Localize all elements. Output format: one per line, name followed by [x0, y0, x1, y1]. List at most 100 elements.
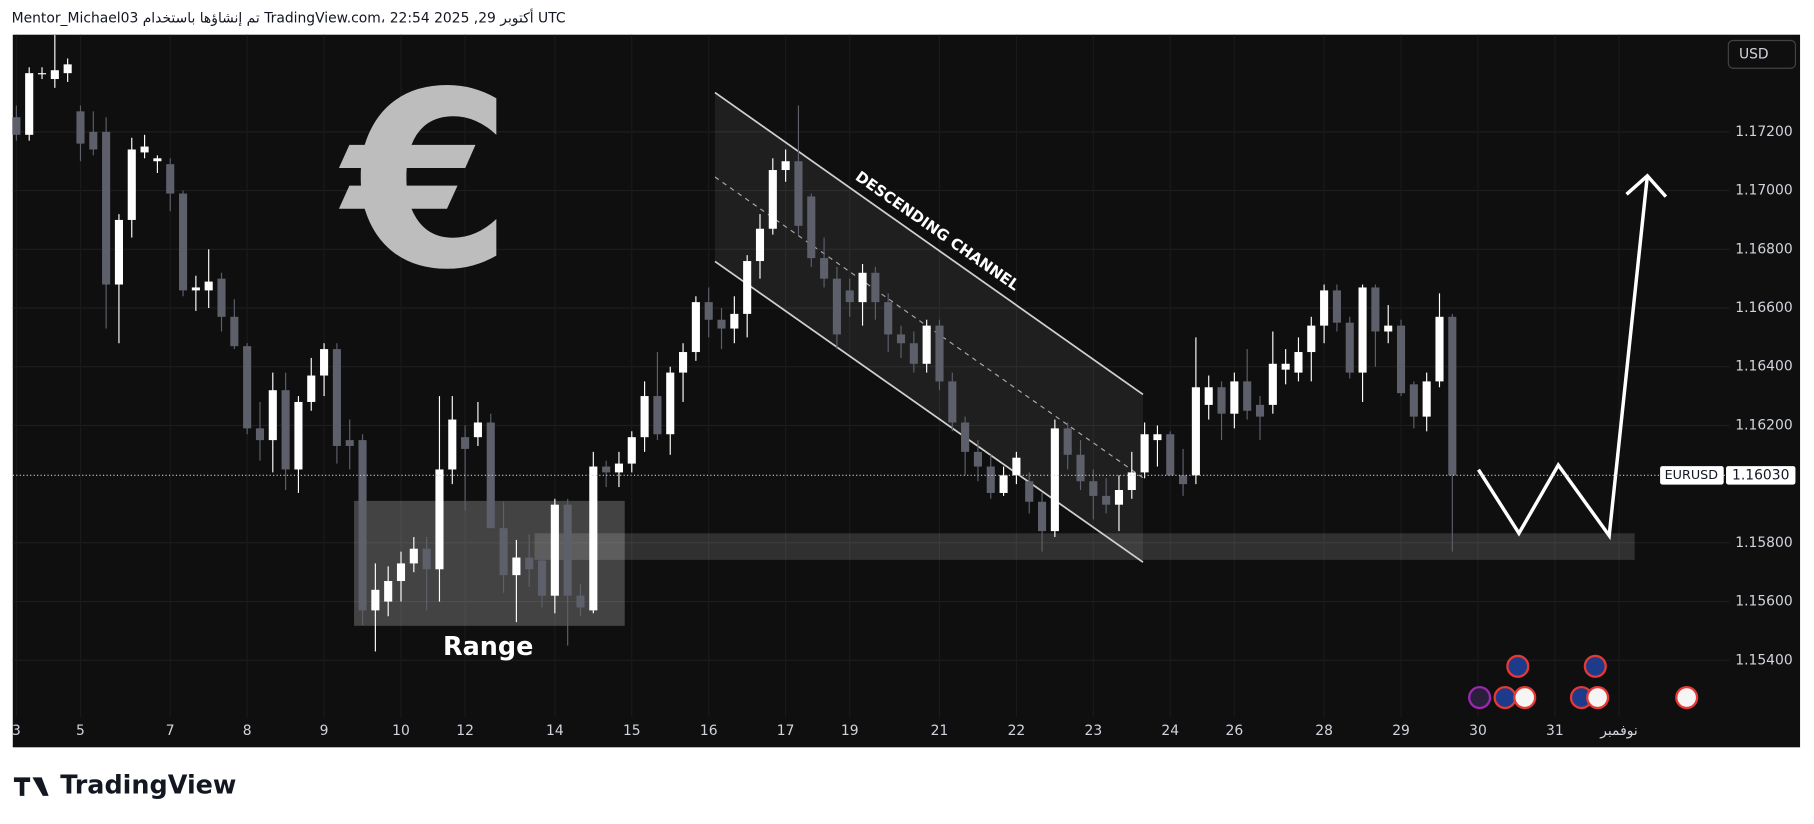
candle-body — [1063, 428, 1072, 455]
candle-body — [332, 349, 341, 446]
candle-body — [435, 469, 444, 570]
candle-body — [396, 563, 406, 582]
header-text: Mentor_Michael03 تم إنشاؤها باستخدام Tra… — [12, 9, 566, 27]
x-tick-label: 17 — [777, 723, 795, 739]
candle-body — [307, 375, 316, 402]
candle-body — [1448, 316, 1457, 476]
candle-body — [1076, 454, 1085, 482]
candle-body — [345, 440, 354, 446]
candle-body — [63, 64, 72, 74]
candle-body — [50, 70, 59, 80]
candle-body — [1230, 381, 1239, 414]
candle-body — [627, 437, 636, 464]
x-tick-label: 30 — [1469, 723, 1487, 739]
candle-body — [204, 281, 213, 291]
candle-body — [461, 437, 470, 449]
candle-body — [1025, 481, 1034, 502]
candle-body — [679, 352, 688, 373]
candle-body — [25, 73, 34, 135]
candle-body — [1320, 290, 1329, 326]
y-tick-label: 1.17000 — [1735, 183, 1792, 199]
footer-logo: TradingView — [60, 770, 236, 800]
candle-body — [268, 390, 277, 441]
y-tick-label: 1.17200 — [1735, 124, 1792, 140]
candle-body — [217, 278, 226, 317]
range-label: Range — [443, 631, 533, 661]
candle-body — [704, 302, 713, 320]
symbol-tag — [1660, 466, 1724, 485]
candle-body — [243, 346, 252, 429]
candle-body — [1371, 287, 1380, 332]
candle-body — [191, 287, 200, 291]
candle-body — [448, 419, 457, 470]
event-icon — [1493, 685, 1517, 710]
price-label: 1.16030 — [1732, 467, 1789, 483]
axes: 1.15400 1.15600 1.15800 1.16200 1.16400 1.166… — [12, 124, 1796, 739]
candle-body — [781, 161, 790, 171]
candle-body — [1345, 322, 1354, 373]
x-tick-label: 21 — [931, 723, 949, 739]
candle-body — [1255, 404, 1265, 417]
candle-body — [640, 396, 649, 438]
x-tick-label: 3 — [12, 723, 21, 739]
x-tick-label: 28 — [1315, 723, 1333, 739]
candle-body — [948, 381, 957, 423]
candle-body — [576, 595, 585, 608]
candle-body — [76, 111, 85, 144]
candle-body — [1332, 290, 1341, 323]
candle-body — [550, 504, 559, 596]
candle-body — [999, 475, 1008, 493]
event-icons — [1468, 654, 1699, 710]
candle-body — [1396, 325, 1406, 394]
candle-body — [473, 422, 482, 438]
candle-body — [614, 463, 624, 473]
event-icon — [1583, 654, 1607, 678]
candle-body — [1204, 387, 1213, 405]
candle-body — [845, 290, 854, 303]
candle-body — [409, 548, 418, 564]
candle-body — [320, 349, 329, 376]
x-tick-label: 10 — [392, 723, 410, 739]
candle-body — [1127, 472, 1136, 491]
candle-body — [755, 228, 765, 262]
x-tick-label: 16 — [700, 723, 718, 739]
candle-body — [1217, 387, 1226, 414]
candle-body — [1384, 325, 1393, 332]
candle-body — [935, 325, 944, 382]
candle-body — [1191, 387, 1200, 476]
candle-body — [153, 158, 162, 162]
y-tick-label: 1.16200 — [1735, 417, 1792, 433]
candle-body — [1281, 363, 1290, 370]
x-tick-label: 29 — [1392, 723, 1410, 739]
y-tick-label: 1.15400 — [1735, 652, 1792, 668]
candle-body — [294, 401, 303, 470]
y-tick-label: 1.15800 — [1735, 535, 1792, 551]
x-tick-label: 19 — [841, 723, 859, 739]
x-tick-label: 8 — [243, 723, 252, 739]
y-tick-label: 1.15600 — [1735, 594, 1792, 610]
candle-body — [909, 343, 918, 364]
candle-body — [166, 164, 175, 194]
currency-button[interactable] — [1727, 39, 1797, 69]
event-icon — [1468, 685, 1492, 710]
candle-body — [499, 528, 508, 576]
candle-body — [1435, 316, 1444, 382]
candle-body — [114, 219, 123, 285]
candle-body — [1050, 428, 1059, 532]
candle-body — [1114, 490, 1124, 505]
candle-body — [563, 504, 572, 596]
candle-body — [986, 466, 995, 493]
candle-body — [1102, 495, 1111, 505]
x-tick-label: 31 — [1546, 723, 1564, 739]
x-tick-label: 7 — [166, 723, 175, 739]
candle-body — [140, 146, 149, 153]
x-tick-label: 12 — [456, 723, 474, 739]
candle-body — [178, 193, 188, 291]
candle-body — [730, 313, 739, 329]
euro-symbol: € — [339, 41, 513, 323]
candle-body — [820, 258, 829, 279]
x-tick-label: 26 — [1226, 723, 1244, 739]
candle-body — [384, 581, 393, 602]
event-icon — [1586, 685, 1610, 710]
